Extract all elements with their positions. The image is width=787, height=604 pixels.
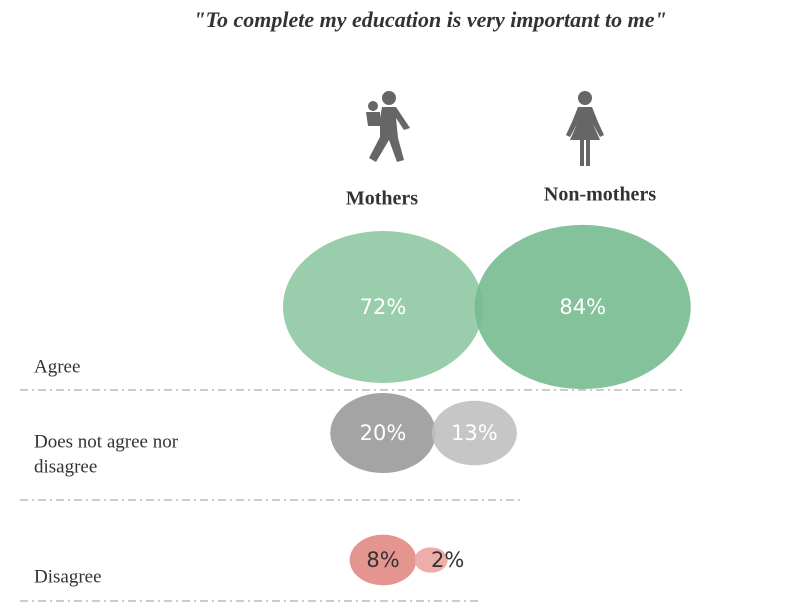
row-label: Disagree (34, 566, 102, 587)
series-header: Mothers (346, 188, 418, 210)
row-label: Agree (34, 356, 80, 377)
bubble (474, 224, 691, 390)
bubble (330, 392, 436, 474)
bubble (414, 547, 448, 573)
row-label: disagree (34, 456, 97, 477)
mother-icon (366, 91, 410, 162)
woman-icon (566, 91, 604, 166)
series-header: Non-mothers (544, 184, 656, 206)
value-label: 84% (559, 295, 606, 319)
value-label: 20% (360, 421, 407, 445)
bubble (349, 534, 417, 586)
chart-title: "To complete my education is very import… (193, 7, 666, 32)
row-label: Does not agree nor (34, 431, 179, 452)
bubble (431, 400, 517, 466)
value-label: 72% (360, 295, 407, 319)
value-label: 2% (431, 548, 464, 572)
bubble (283, 231, 483, 383)
value-label: 13% (451, 421, 498, 445)
value-label: 8% (366, 548, 399, 572)
